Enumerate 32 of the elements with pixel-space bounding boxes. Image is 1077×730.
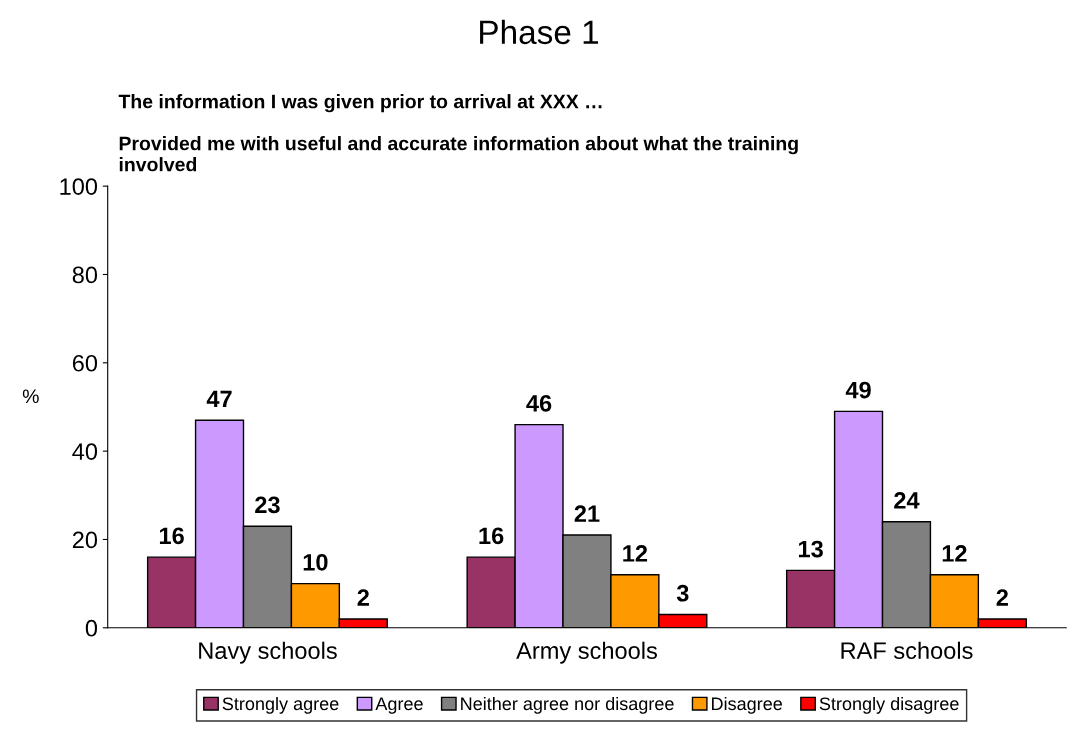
y-tick-label: 100 (60, 178, 98, 195)
text: The information I was given prior to arrival at XXX … Provided me with useful and accurate information about what the training involved (118, 94, 798, 172)
data-label: 10 (303, 553, 328, 571)
legend-label: Agree (375, 697, 423, 714)
legend-label: Strongly disagree (819, 696, 959, 714)
y-tick-label: 0 (85, 619, 98, 637)
data-label: 16 (479, 527, 504, 545)
y-tick-label: 60 (72, 354, 98, 372)
data-label: 24 (894, 492, 920, 509)
data-label: 12 (942, 545, 967, 562)
data-label: 47 (206, 390, 232, 407)
x-tick-label: Army schools (516, 641, 657, 664)
data-label: 2 (357, 589, 369, 606)
data-label: 13 (798, 540, 823, 558)
data-label: 21 (574, 505, 600, 522)
y-tick-label: 80 (72, 266, 98, 284)
data-label: 46 (526, 394, 552, 412)
legend-label: Strongly agree (222, 696, 339, 714)
legend-label: Neither agree nor disagree (461, 696, 674, 714)
y-tick-label: 40 (72, 443, 98, 460)
y-tick-label: 20 (72, 531, 98, 549)
x-tick-label: Navy schools (199, 641, 337, 664)
chart-title: Phase 1 (480, 19, 599, 45)
legend-label: Disagree (712, 696, 782, 714)
y-axis-title: % (22, 389, 39, 404)
data-label: 3 (676, 584, 689, 602)
data-label: 2 (996, 589, 1008, 606)
x-tick-label: RAF schools (841, 641, 973, 660)
data-label: 12 (623, 545, 648, 562)
data-label: 23 (255, 496, 280, 514)
data-label: 49 (845, 381, 871, 399)
data-label: 16 (159, 527, 184, 545)
